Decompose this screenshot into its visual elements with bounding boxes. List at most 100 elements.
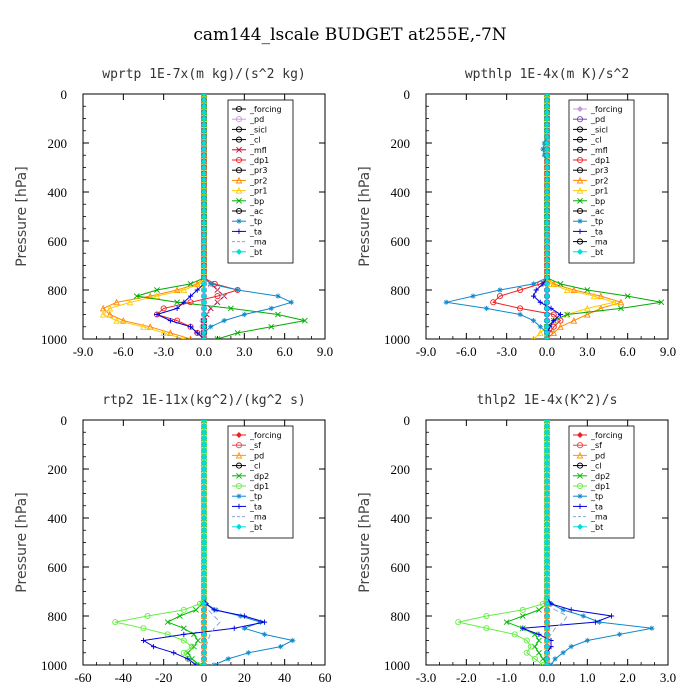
series-line-dp1 bbox=[155, 94, 240, 339]
point-ta bbox=[592, 619, 598, 625]
point-bt bbox=[200, 268, 208, 275]
point-bp bbox=[301, 317, 308, 324]
point-tp bbox=[235, 287, 241, 293]
point-bt bbox=[543, 256, 551, 263]
point-bt bbox=[200, 508, 208, 515]
x-tick-label: 6.0 bbox=[277, 344, 293, 359]
point-tp bbox=[290, 637, 296, 644]
legend-marker-pd bbox=[235, 116, 243, 123]
point-bt bbox=[200, 139, 208, 147]
plot-area bbox=[99, 94, 308, 339]
legend-label-ta: _ta bbox=[249, 502, 262, 511]
point-dp2 bbox=[195, 637, 201, 644]
point-ta bbox=[211, 607, 217, 613]
point-ta bbox=[171, 650, 177, 656]
point-bt bbox=[543, 643, 551, 650]
point-dp2 bbox=[503, 619, 510, 626]
legend-label-bt: _bt bbox=[249, 248, 262, 257]
legend-label-pd: _pd bbox=[249, 115, 264, 124]
point-bt bbox=[543, 625, 551, 632]
point-bt bbox=[200, 441, 208, 448]
x-tick-label: -3.0 bbox=[416, 670, 437, 685]
point-bt bbox=[543, 250, 551, 257]
legend-label-ma: _ma bbox=[590, 513, 608, 522]
point-pr1 bbox=[180, 286, 188, 294]
point-bt bbox=[200, 588, 208, 595]
point-pr2 bbox=[557, 323, 564, 330]
point-bt bbox=[543, 545, 551, 552]
point-dp1 bbox=[455, 619, 462, 626]
point-bt bbox=[200, 311, 208, 318]
point-bt bbox=[543, 115, 551, 122]
point-tp bbox=[470, 293, 476, 299]
point-bt bbox=[543, 539, 551, 546]
point-bt bbox=[543, 649, 551, 656]
point-bt bbox=[543, 490, 551, 497]
legend-label-ta: _ta bbox=[249, 227, 262, 236]
point-bt bbox=[543, 465, 551, 473]
point-bt bbox=[200, 447, 208, 454]
point-bt bbox=[200, 170, 208, 177]
plot-area bbox=[455, 420, 655, 665]
point-bt bbox=[543, 459, 551, 466]
legend-label-pd: _pd bbox=[590, 115, 605, 124]
point-dp1 bbox=[188, 643, 195, 650]
point-bt bbox=[200, 490, 208, 497]
point-bt bbox=[200, 225, 208, 232]
point-bt bbox=[200, 465, 208, 473]
y-axis-label: Pressure [hPa] bbox=[14, 492, 30, 592]
point-bt bbox=[200, 317, 208, 324]
legend-label-cl: _cl bbox=[249, 462, 261, 471]
point-pr1 bbox=[99, 310, 107, 318]
point-bt bbox=[543, 570, 551, 577]
point-ta bbox=[181, 631, 187, 637]
point-dp1 bbox=[160, 305, 167, 312]
point-dp2 bbox=[540, 655, 546, 662]
point-bt bbox=[543, 637, 551, 644]
legend-marker-bt bbox=[235, 248, 243, 255]
panel-title: rtp2 1E-11x(kg^2)/(kg^2 s) bbox=[102, 393, 306, 408]
legend-label-pr1: _pr1 bbox=[590, 187, 608, 196]
x-tick-label: 40 bbox=[278, 670, 291, 685]
y-tick-label: 1000 bbox=[41, 658, 67, 673]
legend-label-mfl: _mfl bbox=[249, 146, 267, 155]
y-tick-label: 0 bbox=[61, 413, 68, 428]
y-tick-label: 800 bbox=[391, 283, 411, 298]
y-tick-label: 200 bbox=[391, 136, 411, 151]
point-bt bbox=[200, 133, 208, 140]
legend-marker-ac bbox=[576, 207, 584, 215]
point-pr2 bbox=[146, 292, 154, 300]
point-ta bbox=[140, 637, 147, 644]
legend-label-pd: _pd bbox=[249, 451, 264, 460]
legend-marker-pd bbox=[576, 451, 584, 459]
legend-label-ac: _ac bbox=[249, 207, 263, 216]
y-axis-label: Pressure [hPa] bbox=[357, 166, 373, 266]
point-bt bbox=[200, 625, 208, 632]
point-bt bbox=[200, 286, 208, 294]
point-tp bbox=[617, 631, 623, 637]
point-bt bbox=[200, 329, 208, 336]
point-pr2 bbox=[584, 310, 591, 318]
point-tp bbox=[278, 644, 284, 650]
point-bt bbox=[200, 631, 208, 638]
chart-panel-4: thlp2 1E-4x(K^2)/s Pressure [hPa] -3.0 -2.0… bbox=[357, 393, 676, 685]
point-bt bbox=[543, 262, 551, 269]
legend-label-forcing: _forcing bbox=[249, 105, 282, 114]
legend-label-pr2: _pr2 bbox=[249, 176, 267, 185]
point-dp1 bbox=[180, 637, 187, 644]
point-bt bbox=[200, 103, 208, 110]
point-dp1 bbox=[539, 661, 547, 665]
point-dp1 bbox=[496, 293, 503, 300]
y-tick-label: 0 bbox=[404, 87, 411, 102]
point-bt bbox=[200, 237, 208, 245]
point-pr2 bbox=[550, 329, 558, 336]
point-bt bbox=[200, 335, 208, 339]
point-bt bbox=[543, 600, 551, 607]
point-bt bbox=[543, 521, 551, 528]
x-tick-label: 6.0 bbox=[620, 344, 636, 359]
point-ta bbox=[167, 318, 173, 324]
point-pr1 bbox=[563, 286, 571, 294]
point-bt bbox=[543, 484, 551, 491]
point-bt bbox=[543, 286, 551, 294]
point-pr1 bbox=[140, 323, 147, 330]
